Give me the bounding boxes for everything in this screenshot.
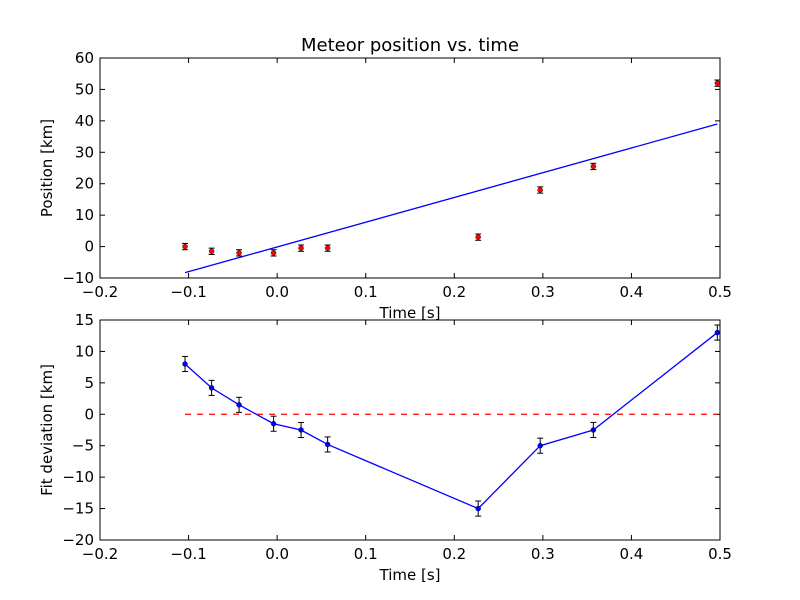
x-tick-label: 0.2	[442, 545, 466, 563]
x-axis-label: Time [s]	[379, 304, 441, 322]
y-axis-label: Fit deviation [km]	[38, 364, 56, 496]
x-tick-label: 0.0	[265, 545, 289, 563]
y-tick-label: 0	[84, 405, 94, 423]
data-point	[324, 245, 331, 251]
data-point	[590, 427, 597, 433]
y-tick-label: 40	[75, 112, 94, 130]
x-tick-label: 0.1	[354, 283, 378, 301]
data-point	[182, 361, 188, 367]
fit-line	[184, 123, 718, 274]
x-tick-label: 0.0	[265, 283, 289, 301]
x-tick-label: 0.3	[531, 545, 555, 563]
data-point	[236, 402, 242, 408]
data-point	[270, 421, 277, 427]
data-point	[236, 250, 242, 256]
y-tick-label: −10	[62, 468, 94, 486]
data-point	[475, 505, 481, 512]
y-tick-label: −15	[62, 500, 94, 518]
y-tick-label: 30	[75, 143, 94, 161]
y-tick-label: 15	[75, 311, 94, 329]
x-axis-label: Time [s]	[379, 566, 441, 584]
data-point	[714, 80, 721, 86]
x-tick-label: −0.1	[170, 283, 206, 301]
y-tick-label: 10	[75, 342, 94, 360]
data-point	[298, 427, 304, 433]
y-tick-label: −10	[62, 269, 94, 287]
x-tick-label: −0.2	[82, 545, 118, 563]
deviation-panel: −0.2 −0.1 0.0 0.1 0.2 0.3 0.4 0.5 −20 −15 −10 −5 0 5 1…	[38, 311, 732, 584]
x-tick-label: 0.5	[708, 283, 732, 301]
x-tick-label: 0.3	[531, 283, 555, 301]
data-point	[182, 243, 188, 250]
data-point	[208, 248, 215, 254]
y-tick-label: −5	[72, 437, 94, 455]
y-tick-label: 10	[75, 206, 94, 224]
data-point	[324, 441, 331, 448]
plot-frame	[99, 319, 721, 541]
x-tick-label: 0.2	[442, 283, 466, 301]
y-tick-label: 20	[75, 175, 94, 193]
deviation-line	[184, 332, 718, 510]
data-point	[270, 250, 277, 256]
x-tick-label: 0.4	[619, 545, 643, 563]
y-tick-label: 5	[84, 374, 94, 392]
x-tick-label: 0.1	[354, 545, 378, 563]
x-tick-label: −0.2	[82, 283, 118, 301]
data-point	[208, 385, 215, 391]
data-point	[475, 234, 481, 240]
y-tick-label: 0	[84, 238, 94, 256]
y-tick-label: 60	[75, 49, 94, 67]
x-tick-label: −0.1	[170, 545, 206, 563]
chart-title: Meteor position vs. time	[301, 35, 519, 56]
y-tick-label: −20	[62, 531, 94, 549]
data-point	[714, 329, 721, 336]
plot-frame	[99, 57, 721, 279]
y-tick-label: 50	[75, 80, 94, 98]
data-point	[537, 443, 543, 449]
data-point	[537, 187, 543, 193]
y-axis-label: Position [km]	[38, 119, 56, 217]
data-point	[590, 163, 597, 170]
x-tick-label: 0.4	[619, 283, 643, 301]
data-point	[298, 245, 304, 251]
x-tick-label: 0.5	[708, 545, 732, 563]
position-panel: −0.2 −0.1 0.0 0.1 0.2 0.3 0.4 0.5 −10 0 10 20 30 40 50…	[38, 35, 732, 322]
